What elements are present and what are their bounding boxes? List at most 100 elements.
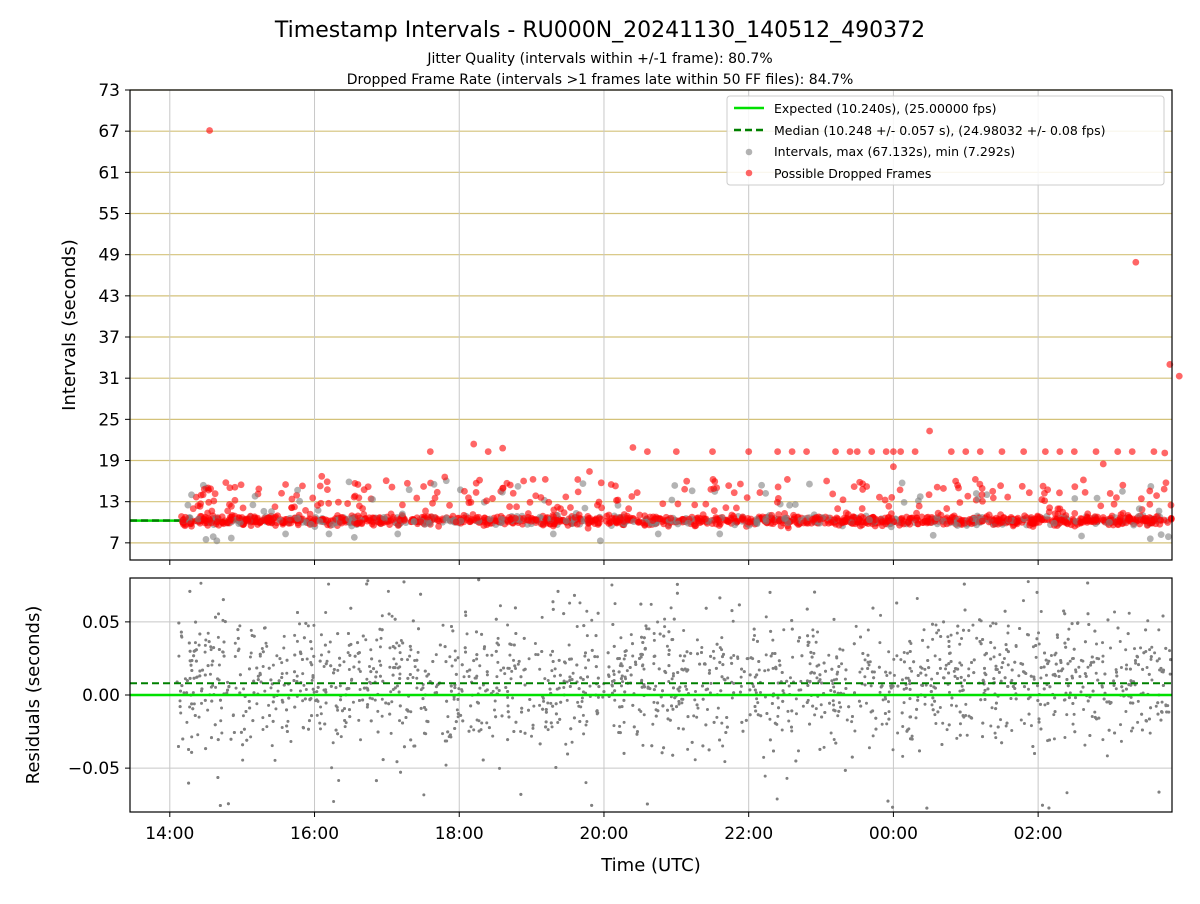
- legend-label-dropped: Possible Dropped Frames: [774, 166, 931, 181]
- residual-point: [1054, 710, 1057, 713]
- residual-point: [650, 744, 653, 747]
- dropped-frame-point: [722, 504, 729, 511]
- residual-point: [312, 655, 315, 658]
- residual-point: [463, 675, 466, 678]
- residual-point: [382, 758, 385, 761]
- residual-point: [706, 688, 709, 691]
- residual-point: [304, 622, 307, 625]
- residual-point: [274, 707, 277, 710]
- dropped-frame-point: [1071, 510, 1078, 517]
- residual-point: [194, 641, 197, 644]
- top-y-tick-label: 37: [98, 328, 120, 348]
- dropped-frame-point: [673, 448, 680, 455]
- residual-point: [1082, 708, 1085, 711]
- residual-point: [1031, 745, 1034, 748]
- residual-point: [815, 707, 818, 710]
- residual-point: [834, 742, 837, 745]
- residual-point: [324, 611, 327, 614]
- residual-point: [499, 669, 502, 672]
- residual-point: [641, 653, 644, 656]
- residual-point: [483, 645, 486, 648]
- residual-point: [274, 759, 277, 762]
- residual-point: [983, 667, 986, 670]
- residual-point: [1004, 610, 1007, 613]
- residual-point: [319, 660, 322, 663]
- residual-point: [641, 663, 644, 666]
- residual-point: [380, 637, 383, 640]
- dropped-frame-point: [226, 501, 233, 508]
- residual-point: [576, 625, 579, 628]
- residual-point: [552, 608, 555, 611]
- residual-point: [786, 710, 789, 713]
- residual-point: [851, 715, 854, 718]
- residual-point: [271, 744, 274, 747]
- residual-point: [740, 685, 743, 688]
- residual-point: [1000, 666, 1003, 669]
- dropped-frame-point: [897, 486, 904, 493]
- dropped-frame-point: [728, 512, 735, 519]
- residual-point: [623, 657, 626, 660]
- residual-point: [613, 689, 616, 692]
- residual-point: [190, 669, 193, 672]
- residual-point: [835, 656, 838, 659]
- residual-point: [981, 735, 984, 738]
- residual-point: [583, 655, 586, 658]
- residual-point: [265, 725, 268, 728]
- residual-point: [881, 684, 884, 687]
- chart-subtitle-2: Dropped Frame Rate (intervals >1 frames …: [347, 72, 854, 88]
- residual-point: [837, 710, 840, 713]
- dropped-frame-point: [997, 482, 1004, 489]
- residual-point: [415, 687, 418, 690]
- residual-point: [232, 713, 235, 716]
- dropped-frame-point: [461, 488, 468, 495]
- residual-point: [723, 760, 726, 763]
- residual-point: [559, 674, 562, 677]
- residual-point: [181, 737, 184, 740]
- residual-point: [1139, 646, 1142, 649]
- residual-point: [285, 708, 288, 711]
- dropped-frame-point: [1020, 448, 1027, 455]
- dropped-frame-point: [510, 490, 517, 497]
- dropped-frame-point: [489, 495, 496, 502]
- residual-point: [706, 708, 709, 711]
- residual-point: [1145, 719, 1148, 722]
- dropped-frame-point: [792, 518, 799, 525]
- residual-point: [1124, 648, 1127, 651]
- residual-point: [644, 647, 647, 650]
- bottom-y-tick-label: 0.05: [82, 613, 120, 633]
- residual-point: [495, 618, 498, 621]
- dropped-frame-point: [422, 508, 429, 515]
- dropped-frame-point: [1097, 502, 1104, 509]
- residual-point: [724, 678, 727, 681]
- residual-point: [983, 698, 986, 701]
- residual-point: [1007, 650, 1010, 653]
- dropped-frame-point: [465, 494, 472, 501]
- residual-point: [554, 766, 557, 769]
- dropped-frame-point: [278, 490, 285, 497]
- residual-point: [643, 685, 646, 688]
- residual-point: [339, 698, 342, 701]
- dropped-frame-point: [1144, 522, 1151, 529]
- residual-point: [667, 653, 670, 656]
- residual-point: [945, 664, 948, 667]
- residual-point: [908, 679, 911, 682]
- residual-point: [892, 748, 895, 751]
- residual-point: [1067, 638, 1070, 641]
- residual-point: [558, 718, 561, 721]
- residual-point: [563, 680, 566, 683]
- residual-point: [503, 672, 506, 675]
- residual-point: [348, 654, 351, 657]
- residual-point: [755, 673, 758, 676]
- residual-point: [790, 619, 793, 622]
- residual-point: [192, 654, 195, 657]
- residual-point: [534, 642, 537, 645]
- residual-point: [724, 731, 727, 734]
- residual-point: [317, 686, 320, 689]
- residual-point: [268, 667, 271, 670]
- residual-point: [1011, 668, 1014, 671]
- residual-point: [556, 688, 559, 691]
- dropped-frame-point: [453, 519, 460, 526]
- interval-point: [1051, 520, 1058, 527]
- residual-point: [709, 655, 712, 658]
- dropped-frame-point: [1161, 486, 1168, 493]
